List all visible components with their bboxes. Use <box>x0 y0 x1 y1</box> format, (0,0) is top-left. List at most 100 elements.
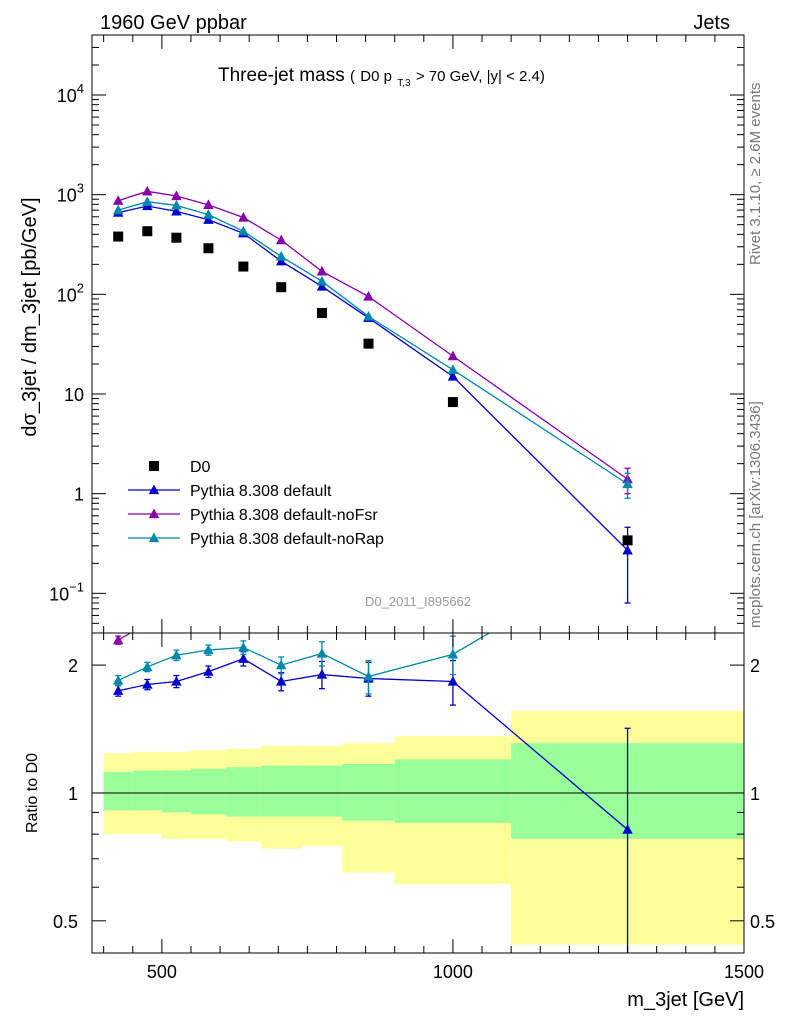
legend-marker-data <box>149 461 159 471</box>
ratio-stat-band <box>132 770 162 811</box>
ratio-point-2 <box>316 647 328 658</box>
series-line-1 <box>117 190 628 480</box>
ratio-point-2 <box>171 649 182 660</box>
series-point-1 <box>171 190 182 201</box>
ratio-line-0 <box>118 658 628 831</box>
ratio-point-0 <box>275 675 287 686</box>
ratio-point-2 <box>203 644 214 655</box>
legend-marker-0 <box>148 484 160 495</box>
series-point-2 <box>316 275 328 286</box>
ratio-stat-band <box>301 765 343 817</box>
series-point-0 <box>203 214 214 224</box>
series-point-0 <box>316 280 328 291</box>
data-point <box>316 307 327 318</box>
series-point-1 <box>447 350 459 361</box>
chart-title: Three-jet mass ( D0 p T,3 > 70 GeV, |y| … <box>218 65 545 91</box>
chart-title-paren: ( <box>350 68 355 85</box>
series-point-1 <box>238 212 249 222</box>
ratio-stat-band <box>260 765 302 817</box>
series-line-2 <box>118 201 628 485</box>
series-point-1 <box>363 291 374 301</box>
legend-label-2: Pythia 8.308 default-noRap <box>190 531 384 548</box>
series-point-1 <box>316 265 328 276</box>
series-point-2 <box>112 204 124 215</box>
ratio-stat-band <box>103 772 133 811</box>
ratio-stat-band <box>190 768 226 815</box>
series-point-1 <box>275 234 287 245</box>
y-tick-label: 10−1 <box>49 579 84 604</box>
chart-title-cut-subscript: T,3 <box>397 78 411 89</box>
ratio-axis-label: Ratio to D0 <box>24 753 41 833</box>
ratio-point-0 <box>316 669 328 679</box>
header-category-label: Jets <box>693 12 730 34</box>
data-point <box>142 226 153 237</box>
ratio-point-0 <box>447 675 459 686</box>
series-point-0 <box>447 370 459 381</box>
data-point <box>276 282 287 293</box>
data-point <box>203 243 214 254</box>
y-tick-label: 10 <box>64 385 84 405</box>
ratio-tick-label-right: 0.5 <box>750 912 775 932</box>
header-energy-label: 1960 GeV ppbar <box>100 12 247 34</box>
x-axis-label: m_3jet [GeV] <box>627 989 744 1011</box>
ratio-point-0 <box>622 824 633 834</box>
series-point-1 <box>142 185 153 196</box>
mcplots-label: mcplots.cern.ch [arXiv:1306.3436] <box>747 401 764 628</box>
ratio-tick-label-left: 1 <box>68 784 78 804</box>
series-line-0 <box>118 205 629 551</box>
ratio-stat-band <box>342 763 395 821</box>
ratio-line-2 <box>117 633 491 682</box>
y-tick-label: 104 <box>57 81 84 106</box>
ratio-point-0 <box>112 685 124 695</box>
data-point <box>447 397 458 408</box>
series-point-1 <box>112 195 124 205</box>
y-axis-label: dσ_3jet / dm_3jet [pb/GeV] <box>19 197 41 436</box>
chart-title-cut-var: D0 p <box>360 68 392 85</box>
chart-title-cut: > 70 GeV, |y| < 2.4) <box>416 68 545 85</box>
ratio-point-2 <box>112 674 124 685</box>
legend-label-0: Pythia 8.308 default <box>190 483 332 500</box>
legend-label-data: D0 <box>190 459 211 476</box>
ratio-point-2 <box>447 648 459 659</box>
ratio-point-2 <box>275 659 287 670</box>
ratio-tick-label-right: 1 <box>750 784 760 804</box>
series-point-2 <box>203 209 214 219</box>
ratio-stat-band <box>225 767 261 817</box>
ratio-point-0 <box>171 675 182 686</box>
series-point-2 <box>622 478 633 489</box>
y-tick-label: 102 <box>57 280 84 305</box>
ratio-tick-label-left: 2 <box>68 656 78 676</box>
ratio-plot: 0.5 0.5 1 1 2 2 Ratio to D0 500 1000 1500 m_3je… <box>24 632 775 1011</box>
ratio-stat-band <box>161 770 191 813</box>
ratio-tick-label-left: 0.5 <box>53 912 78 932</box>
rivet-version-label: Rivet 3.1.10, ≥ 2.6M events <box>747 83 764 266</box>
x-tick-label: 500 <box>147 962 177 982</box>
main-plot: 10−1 1 10 102 103 104 Three-jet mass ( D0 p T… <box>19 34 745 634</box>
legend: D0 Pythia 8.308 default Pythia 8.308 defau… <box>128 459 384 548</box>
ratio-point-0 <box>238 653 249 663</box>
series-point-2 <box>238 225 249 236</box>
ratio-point-2 <box>238 642 249 652</box>
series-point-2 <box>447 364 459 374</box>
series-point-1 <box>203 199 214 210</box>
series-point-2 <box>142 196 153 206</box>
ratio-point-0 <box>142 679 153 689</box>
series-point-0 <box>171 205 182 216</box>
x-tick-label: 1000 <box>433 962 473 982</box>
legend-marker-2 <box>148 532 160 543</box>
ratio-point-1 <box>112 634 124 645</box>
ratio-stat-band <box>394 759 512 823</box>
x-tick-label: 1500 <box>724 962 764 982</box>
data-point <box>622 535 633 546</box>
ratio-point-0 <box>203 666 214 676</box>
chart-title-main: Three-jet mass <box>218 65 345 86</box>
legend-label-1: Pythia 8.308 default-noFsr <box>190 507 378 524</box>
series-point-0 <box>622 544 633 555</box>
data-point <box>238 261 249 272</box>
ratio-point-2 <box>142 661 153 672</box>
legend-marker-1 <box>148 508 160 519</box>
y-tick-label: 1 <box>74 485 84 505</box>
series-point-2 <box>171 199 182 210</box>
data-point <box>363 338 374 349</box>
